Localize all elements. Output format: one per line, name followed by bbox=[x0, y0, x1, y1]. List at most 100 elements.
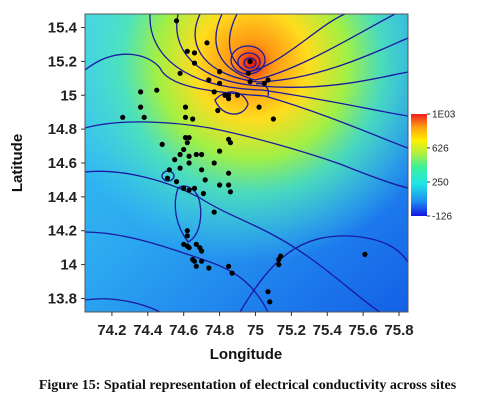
site-point bbox=[186, 160, 192, 166]
site-point bbox=[229, 270, 235, 276]
site-point bbox=[186, 153, 192, 159]
site-point bbox=[206, 265, 212, 271]
heatmap-field bbox=[85, 14, 408, 312]
site-point bbox=[177, 151, 183, 158]
site-point bbox=[278, 253, 284, 259]
site-point bbox=[227, 189, 233, 195]
site-point bbox=[181, 146, 187, 153]
site-point bbox=[138, 104, 144, 110]
y-tick-label: 15.2 bbox=[48, 53, 77, 70]
site-point bbox=[200, 190, 206, 197]
x-tick-label: 74.8 bbox=[205, 322, 234, 339]
site-point bbox=[182, 104, 189, 110]
site-point bbox=[166, 167, 172, 173]
site-point bbox=[226, 96, 232, 102]
site-point bbox=[191, 258, 198, 264]
x-tick-label: 75 bbox=[247, 322, 264, 339]
x-tick-label: 75.2 bbox=[277, 322, 306, 339]
site-point bbox=[256, 104, 262, 110]
colorbar: 1E03 626 250 -126 bbox=[411, 110, 456, 223]
site-point bbox=[186, 135, 192, 141]
site-point bbox=[211, 209, 217, 215]
site-point bbox=[276, 262, 282, 268]
x-tick-label: 74.4 bbox=[133, 322, 163, 339]
y-axis-ticks: 13.8 14 14.2 14.4 14.6 14.8 15 15.2 15.4 bbox=[48, 20, 85, 307]
site-point bbox=[184, 48, 190, 54]
site-point bbox=[193, 241, 199, 247]
site-point bbox=[217, 69, 223, 75]
y-tick-label: 14.4 bbox=[48, 189, 78, 206]
site-point bbox=[202, 177, 208, 183]
site-point bbox=[173, 179, 180, 185]
site-point bbox=[154, 87, 160, 93]
y-tick-label: 14.2 bbox=[48, 223, 77, 240]
site-point bbox=[261, 80, 267, 86]
x-axis-label: Longitude bbox=[210, 346, 282, 363]
site-point bbox=[191, 50, 198, 56]
colorbar-gradient bbox=[411, 114, 427, 216]
x-tick-label: 74.6 bbox=[169, 322, 198, 339]
site-point bbox=[138, 89, 144, 95]
site-point bbox=[234, 92, 241, 98]
site-point bbox=[211, 89, 217, 95]
y-tick-label: 15 bbox=[60, 87, 77, 104]
site-point bbox=[173, 18, 180, 24]
site-point bbox=[177, 165, 183, 171]
site-point bbox=[184, 233, 190, 239]
site-point bbox=[141, 114, 147, 120]
site-point bbox=[222, 92, 228, 98]
site-point bbox=[206, 77, 212, 83]
site-point bbox=[120, 114, 126, 120]
site-point bbox=[182, 135, 189, 141]
site-point bbox=[226, 263, 232, 269]
site-point bbox=[186, 245, 192, 251]
x-tick-label: 75.6 bbox=[349, 322, 378, 339]
site-point bbox=[265, 289, 271, 295]
site-point bbox=[181, 185, 187, 191]
site-point bbox=[247, 79, 253, 85]
y-tick-label: 14.8 bbox=[48, 121, 77, 138]
site-point bbox=[182, 114, 189, 120]
site-point bbox=[247, 58, 253, 64]
site-point bbox=[164, 175, 171, 181]
site-point bbox=[186, 187, 192, 193]
colorbar-tick-label: 626 bbox=[432, 143, 449, 154]
site-point bbox=[204, 40, 210, 46]
site-point bbox=[199, 258, 205, 264]
site-point bbox=[270, 116, 276, 122]
site-point bbox=[362, 251, 368, 257]
colorbar-ticks: 1E03 626 250 -126 bbox=[427, 110, 456, 223]
site-point bbox=[217, 148, 223, 154]
site-point bbox=[226, 182, 232, 188]
site-point bbox=[184, 140, 190, 146]
site-point bbox=[217, 182, 223, 188]
site-point bbox=[172, 157, 178, 163]
site-point bbox=[191, 185, 198, 191]
colorbar-tick-label: -126 bbox=[432, 212, 452, 223]
y-axis-label: Latitude bbox=[9, 134, 26, 192]
x-tick-label: 75.8 bbox=[384, 322, 413, 339]
site-point bbox=[193, 263, 199, 269]
site-point bbox=[190, 116, 196, 122]
site-point bbox=[159, 141, 165, 147]
site-point bbox=[199, 248, 205, 254]
colorbar-tick-label: 250 bbox=[432, 177, 449, 188]
y-tick-label: 14 bbox=[60, 257, 77, 274]
site-point bbox=[191, 60, 198, 66]
site-point bbox=[177, 70, 183, 76]
site-point bbox=[226, 170, 232, 176]
site-point bbox=[199, 167, 205, 173]
x-tick-label: 75.4 bbox=[313, 322, 343, 339]
x-axis-ticks: 74.2 74.4 74.6 74.8 75 75.2 75.4 75.6 75.8 bbox=[97, 312, 414, 339]
figure-caption: Figure 15: Spatial representation of ele… bbox=[38, 378, 457, 393]
y-tick-label: 13.8 bbox=[48, 290, 77, 307]
site-point bbox=[184, 228, 190, 234]
site-point bbox=[265, 77, 271, 83]
y-tick-label: 14.6 bbox=[48, 155, 77, 172]
site-point bbox=[217, 80, 223, 86]
site-point bbox=[199, 151, 205, 158]
site-point bbox=[245, 70, 251, 76]
site-point bbox=[211, 160, 217, 166]
site-point bbox=[267, 299, 273, 305]
